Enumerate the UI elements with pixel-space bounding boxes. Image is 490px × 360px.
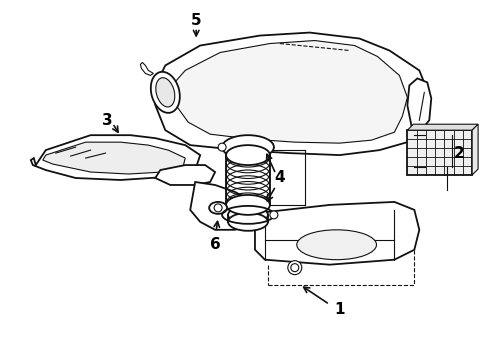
Polygon shape <box>407 78 431 138</box>
Text: 6: 6 <box>210 237 220 252</box>
Text: 3: 3 <box>102 113 113 128</box>
Polygon shape <box>171 41 407 143</box>
Polygon shape <box>155 32 429 155</box>
Ellipse shape <box>226 195 270 215</box>
Ellipse shape <box>222 135 274 159</box>
Polygon shape <box>255 202 419 265</box>
Polygon shape <box>141 62 153 75</box>
Ellipse shape <box>226 145 270 165</box>
Polygon shape <box>407 130 472 175</box>
Polygon shape <box>43 142 185 174</box>
Ellipse shape <box>228 206 268 224</box>
Polygon shape <box>155 165 215 185</box>
Ellipse shape <box>218 143 226 151</box>
Ellipse shape <box>228 213 268 231</box>
Polygon shape <box>190 182 255 230</box>
Ellipse shape <box>291 264 299 272</box>
Ellipse shape <box>297 230 376 260</box>
Ellipse shape <box>214 204 222 212</box>
Text: 1: 1 <box>334 302 345 317</box>
Ellipse shape <box>151 72 180 113</box>
Text: 2: 2 <box>454 145 465 161</box>
Ellipse shape <box>209 202 227 214</box>
Ellipse shape <box>288 261 302 275</box>
Text: 5: 5 <box>191 13 201 28</box>
Polygon shape <box>407 124 478 130</box>
Ellipse shape <box>156 78 175 107</box>
Ellipse shape <box>270 211 278 219</box>
Polygon shape <box>472 124 478 175</box>
Text: 4: 4 <box>274 170 285 185</box>
Polygon shape <box>31 135 200 180</box>
